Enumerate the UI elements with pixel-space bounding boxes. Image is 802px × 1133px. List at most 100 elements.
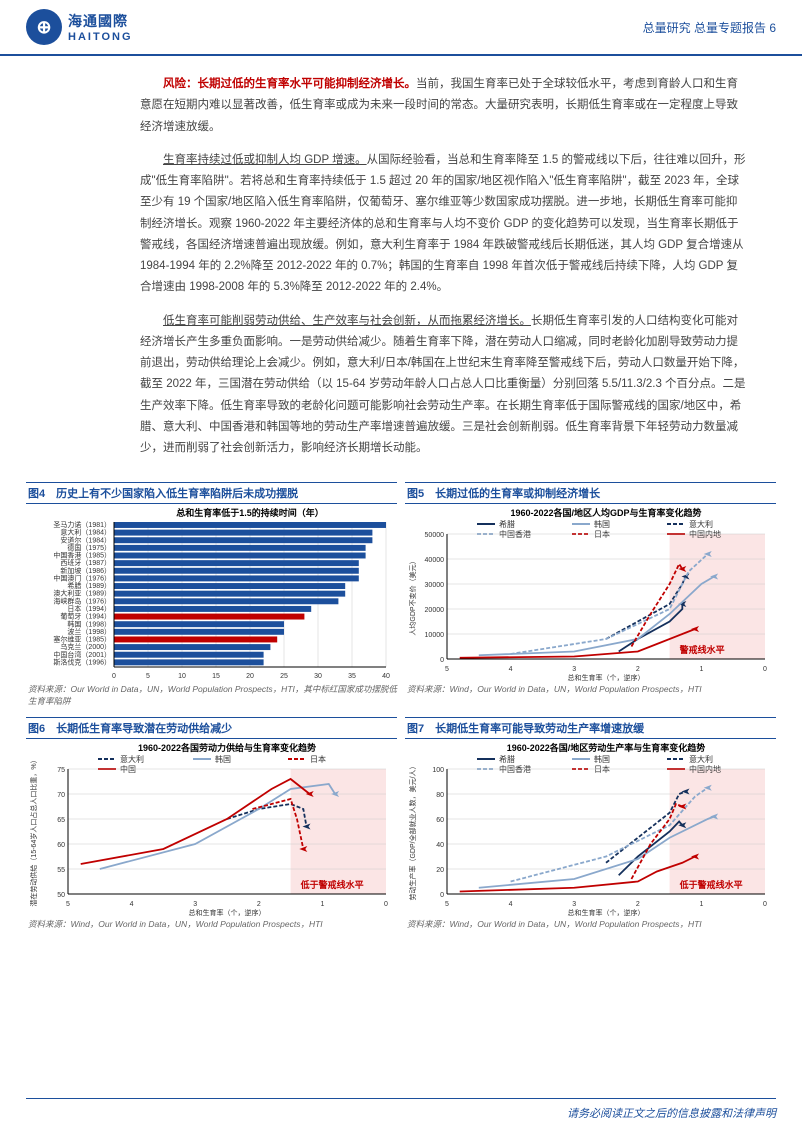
svg-text:中国澳门（1976）: 中国澳门（1976）: [53, 573, 111, 582]
svg-text:低于警戒线水平: 低于警戒线水平: [679, 879, 743, 890]
svg-text:25: 25: [280, 673, 288, 680]
svg-text:中国香港（1985）: 中国香港（1985）: [53, 550, 111, 559]
svg-text:30000: 30000: [425, 582, 445, 589]
svg-text:40: 40: [436, 842, 444, 849]
svg-text:德国（1975）: 德国（1975）: [67, 542, 111, 551]
svg-text:40: 40: [382, 673, 390, 680]
chart-4: 图4 历史上有不少国家陷入低生育率陷阱后未成功摆脱 总和生育率低于1.5的持续时…: [26, 482, 397, 713]
svg-text:0: 0: [384, 901, 388, 908]
svg-text:韩国: 韩国: [594, 519, 610, 529]
svg-text:人均GDP不变价（美元）: 人均GDP不变价（美元）: [408, 557, 417, 635]
logo-text: 海通國際 HAITONG: [68, 11, 133, 43]
svg-text:日本: 日本: [310, 754, 326, 764]
header-right: 总量研究 总量专题报告 6: [643, 19, 776, 36]
svg-text:0: 0: [440, 892, 444, 899]
svg-text:75: 75: [57, 767, 65, 774]
svg-text:0: 0: [112, 673, 116, 680]
svg-text:1: 1: [699, 666, 703, 673]
svg-text:20: 20: [436, 867, 444, 874]
svg-text:2: 2: [257, 901, 261, 908]
svg-text:韩国: 韩国: [215, 754, 231, 764]
svg-text:1960-2022各国劳动力供给与生育率变化趋势: 1960-2022各国劳动力供给与生育率变化趋势: [138, 742, 316, 753]
svg-text:0: 0: [763, 666, 767, 673]
svg-text:60: 60: [57, 842, 65, 849]
svg-text:1: 1: [699, 901, 703, 908]
svg-text:0: 0: [763, 901, 767, 908]
chart-5-title: 图5 长期过低的生育率或抑制经济增长: [405, 482, 776, 504]
svg-text:乌克兰（2000）: 乌克兰（2000）: [60, 642, 111, 651]
logo-en: HAITONG: [68, 31, 133, 43]
svg-text:15: 15: [212, 673, 220, 680]
svg-text:劳动生产率（GDP/全部就业人数，美元/人）: 劳动生产率（GDP/全部就业人数，美元/人）: [408, 762, 417, 900]
chart-6-source: 资料来源：Wind，Our World in Data，UN，World Pop…: [26, 916, 397, 936]
chart-7-source: 资料来源：Wind，Our World in Data，UN，World Pop…: [405, 916, 776, 936]
svg-text:35: 35: [348, 673, 356, 680]
chart-6-title: 图6 长期低生育率导致潜在劳动供给减少: [26, 717, 397, 739]
chart-7: 图7 长期低生育率可能导致劳动生产率增速放缓 1960-2022各国/地区劳动生…: [405, 717, 776, 936]
svg-text:3: 3: [572, 901, 576, 908]
svg-text:30: 30: [314, 673, 322, 680]
svg-text:5: 5: [445, 901, 449, 908]
svg-text:4: 4: [509, 901, 513, 908]
paragraph-2: 生育率持续过低或抑制人均 GDP 增速。从国际经验看，当总和生育率降至 1.5 …: [140, 150, 748, 299]
chart-6: 图6 长期低生育率导致潜在劳动供给减少 1960-2022各国劳动力供给与生育率…: [26, 717, 397, 936]
svg-text:意大利（1984）: 意大利（1984）: [60, 527, 111, 536]
svg-text:波兰（1998）: 波兰（1998）: [67, 626, 111, 635]
svg-text:2: 2: [636, 901, 640, 908]
svg-text:100: 100: [432, 767, 444, 774]
svg-text:塞尔维亚（1985）: 塞尔维亚（1985）: [53, 634, 111, 643]
p1-bold: 风险：长期过低的生育率水平可能抑制经济增长。: [163, 78, 416, 90]
svg-text:4: 4: [130, 901, 134, 908]
svg-text:圣马力诺（1981）: 圣马力诺（1981）: [53, 520, 111, 529]
svg-text:总和生育率（个，逆序）: 总和生育率（个，逆序）: [568, 908, 645, 916]
svg-text:意大利: 意大利: [689, 519, 713, 529]
svg-text:70: 70: [57, 792, 65, 799]
svg-text:3: 3: [193, 901, 197, 908]
svg-text:斯洛伐克（1996）: 斯洛伐克（1996）: [53, 657, 111, 666]
chart-5-area: 1960-2022各国/地区人均GDP与生育率变化趋势希腊韩国意大利中国香港日本…: [405, 506, 776, 681]
logo: ⊕ 海通國際 HAITONG: [26, 9, 133, 45]
svg-text:65: 65: [57, 817, 65, 824]
chart-7-area: 1960-2022各国/地区劳动生产率与生育率变化趋势希腊韩国意大利中国香港日本…: [405, 741, 776, 916]
svg-text:10000: 10000: [425, 632, 445, 639]
svg-text:意大利: 意大利: [120, 754, 144, 764]
svg-text:5: 5: [146, 673, 150, 680]
svg-text:中国台湾（2001）: 中国台湾（2001）: [53, 649, 111, 658]
chart-6-area: 1960-2022各国劳动力供给与生育率变化趋势意大利韩国日本中国5055606…: [26, 741, 397, 916]
chart-7-title: 图7 长期低生育率可能导致劳动生产率增速放缓: [405, 717, 776, 739]
p2-u: 生育率持续过低或抑制人均 GDP 增速。: [163, 154, 367, 166]
logo-icon: ⊕: [26, 9, 62, 45]
svg-text:西班牙（1987）: 西班牙（1987）: [60, 558, 111, 567]
svg-text:20: 20: [246, 673, 254, 680]
body-text: 风险：长期过低的生育率水平可能抑制经济增长。当前，我国生育率已处于全球较低水平，…: [0, 56, 802, 482]
svg-text:安道尔（1984）: 安道尔（1984）: [60, 535, 111, 544]
svg-text:总和生育率（个，逆序）: 总和生育率（个，逆序）: [189, 908, 266, 916]
svg-text:1960-2022各国/地区人均GDP与生育率变化趋势: 1960-2022各国/地区人均GDP与生育率变化趋势: [510, 507, 701, 518]
svg-text:1: 1: [320, 901, 324, 908]
svg-text:潜在劳动供给（15-64岁人口占总人口比重，%）: 潜在劳动供给（15-64岁人口占总人口比重，%）: [29, 756, 38, 906]
svg-text:1960-2022各国/地区劳动生产率与生育率变化趋势: 1960-2022各国/地区劳动生产率与生育率变化趋势: [507, 742, 706, 753]
chart-5-source: 资料来源：Wind，Our World in Data，UN，World Pop…: [405, 681, 776, 701]
footer-text: 请务必阅读正文之后的信息披露和法律声明: [567, 1105, 776, 1121]
svg-text:0: 0: [440, 657, 444, 664]
svg-text:50: 50: [57, 892, 65, 899]
svg-text:希腊: 希腊: [499, 754, 515, 764]
svg-text:80: 80: [436, 792, 444, 799]
paragraph-3: 低生育率可能削弱劳动供给、生产效率与社会创新，从而拖累经济增长。长期低生育率引发…: [140, 311, 748, 460]
svg-text:5: 5: [66, 901, 70, 908]
chart-4-title: 图4 历史上有不少国家陷入低生育率陷阱后未成功摆脱: [26, 482, 397, 504]
svg-text:新加坡（1986）: 新加坡（1986）: [60, 565, 111, 574]
svg-text:40000: 40000: [425, 557, 445, 564]
footer-line: [26, 1098, 776, 1100]
svg-text:50000: 50000: [425, 532, 445, 539]
svg-text:韩国（1998）: 韩国（1998）: [67, 619, 111, 628]
svg-text:低于警戒线水平: 低于警戒线水平: [300, 879, 364, 890]
charts-region: 图4 历史上有不少国家陷入低生育率陷阱后未成功摆脱 总和生育率低于1.5的持续时…: [0, 482, 802, 936]
svg-text:希腊: 希腊: [499, 519, 515, 529]
p2-rest: 从国际经验看，当总和生育率降至 1.5 的警戒线以下后，往往难以回升，形成"低生…: [140, 154, 745, 294]
chart-5: 图5 长期过低的生育率或抑制经济增长 1960-2022各国/地区人均GDP与生…: [405, 482, 776, 713]
svg-text:2: 2: [636, 666, 640, 673]
svg-text:4: 4: [509, 666, 513, 673]
svg-text:总和生育率（个，逆序）: 总和生育率（个，逆序）: [568, 673, 645, 681]
paragraph-1: 风险：长期过低的生育率水平可能抑制经济增长。当前，我国生育率已处于全球较低水平，…: [140, 74, 748, 138]
